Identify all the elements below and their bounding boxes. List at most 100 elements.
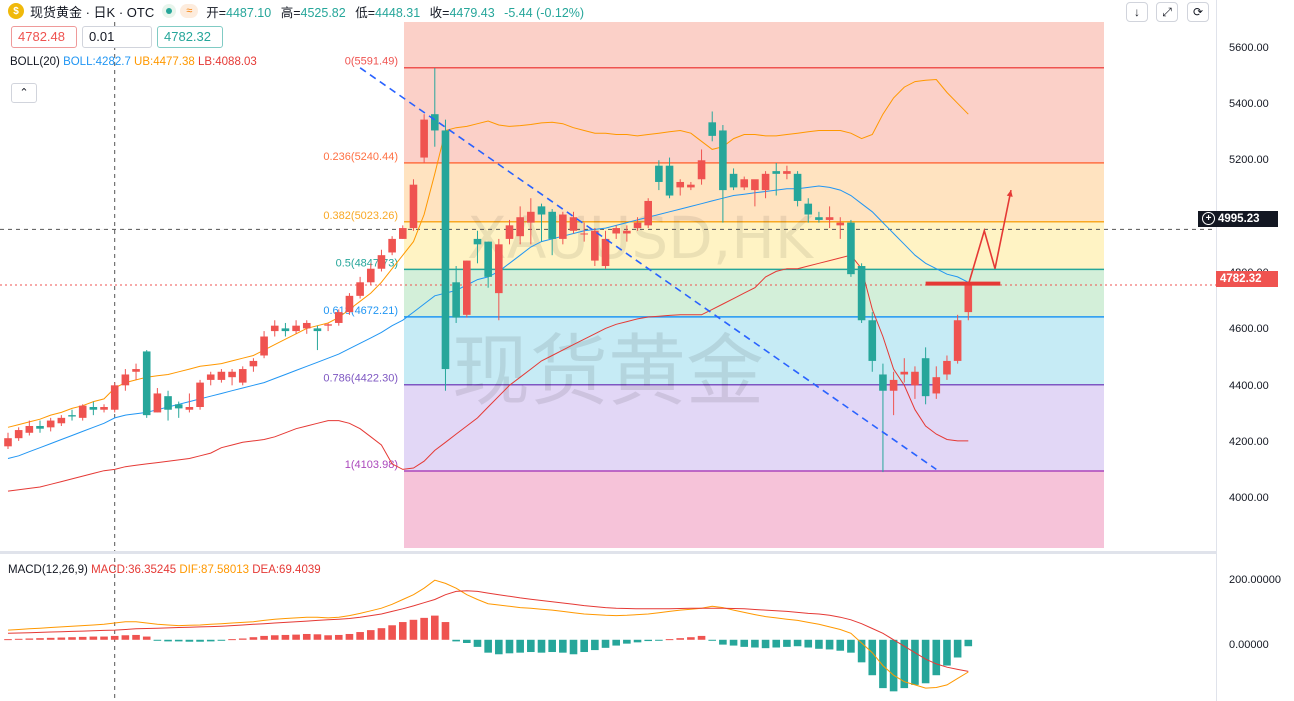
macd-histogram-bar <box>612 639 620 646</box>
macd-histogram-bar <box>633 639 642 643</box>
candle-body <box>4 438 12 447</box>
macd-histogram-bar <box>484 639 492 653</box>
close-value: 4479.43 <box>449 5 495 20</box>
candle-body <box>601 238 610 267</box>
macd-histogram-bar <box>270 635 279 640</box>
price-tick: 5600.00 <box>1229 42 1269 54</box>
open-label: 开= <box>206 5 227 20</box>
candle-body <box>761 173 770 191</box>
candle-body <box>292 325 300 332</box>
macd-histogram-bar <box>804 639 813 648</box>
sell-price-button[interactable]: 4782.48 <box>11 26 77 48</box>
macd-histogram-bar <box>932 639 941 676</box>
macd-histogram-bar <box>324 635 332 640</box>
macd-histogram-bar <box>569 639 578 655</box>
candle-body <box>484 241 492 277</box>
macd-histogram-bar <box>911 639 919 685</box>
candle-body <box>153 393 162 413</box>
candle-body <box>687 184 695 188</box>
macd-histogram-bar <box>142 636 151 640</box>
candle-body <box>548 211 556 239</box>
candle-body <box>836 222 845 226</box>
macd-histogram-bar <box>516 639 524 653</box>
candle-body <box>366 268 375 283</box>
macd-histogram-bar <box>238 638 247 640</box>
macd-histogram-bar <box>548 639 556 653</box>
price-chart[interactable]: 0(5591.49) 0.236(5240.44) 0.382(5023.26) 0.… <box>0 0 1216 701</box>
pane-separator[interactable] <box>0 551 1216 554</box>
macd-histogram-bar <box>665 639 674 641</box>
macd-histogram-bar <box>964 639 973 647</box>
boll-legend[interactable]: BOLL(20) BOLL:4282.7 UB:4477.38 LB:4088.… <box>10 56 257 68</box>
macd-histogram-bar <box>292 634 300 640</box>
price-tick: 4000.00 <box>1229 492 1269 504</box>
macd-histogram-bar <box>463 639 471 643</box>
macd-histogram-bar <box>228 639 236 641</box>
symbol-title[interactable]: 现货黄金 · 日K · OTC <box>30 4 155 20</box>
macd-histogram-bar <box>825 639 834 650</box>
macd-histogram-bar <box>591 639 599 651</box>
macd-label: MACD(12,26,9) <box>8 564 88 576</box>
macd-histogram-bar <box>879 639 887 689</box>
candle-body <box>569 217 578 231</box>
macd-histogram-bar <box>441 622 450 640</box>
candle-body <box>591 230 599 261</box>
macd-histogram-bar <box>89 636 98 640</box>
candle-body <box>121 374 130 386</box>
expand-icon[interactable]: ⤢ <box>1156 2 1178 22</box>
macd-histogram-bar <box>217 639 226 641</box>
macd-histogram-bar <box>740 639 749 647</box>
macd-legend[interactable]: MACD(12,26,9) MACD:36.35245 DIF:87.58013… <box>8 564 321 576</box>
macd-histogram-bar <box>921 639 930 684</box>
market-status-icon <box>162 4 177 18</box>
collapse-legend-button[interactable]: ⌃ <box>11 83 37 103</box>
macd-histogram-bar <box>46 637 55 640</box>
candle-body <box>793 173 802 201</box>
fib-level-label: 0.786(4422.30) <box>323 373 398 385</box>
download-arrow-icon[interactable]: ↓ <box>1126 2 1148 22</box>
crosshair-price-label[interactable]: + 4995.23 <box>1198 211 1278 227</box>
macd-histogram-bar <box>761 639 770 649</box>
macd-histogram-bar <box>345 633 354 640</box>
candle-body <box>559 214 567 239</box>
macd-histogram-bar <box>153 639 162 641</box>
candle-body <box>676 181 685 188</box>
candle-body <box>388 238 396 253</box>
macd-dif-line <box>7 579 969 689</box>
macd-histogram-bar <box>708 639 717 641</box>
macd-histogram-bar <box>601 639 610 648</box>
candle-body <box>398 228 407 239</box>
high-value: 4525.82 <box>300 5 346 20</box>
candle-body <box>612 228 620 234</box>
macd-histogram-bar <box>900 639 909 689</box>
buy-price-button[interactable]: 4782.32 <box>157 26 223 48</box>
candle-body <box>740 179 749 188</box>
boll-upper-line <box>7 78 969 428</box>
macd-histogram-bar <box>409 619 418 640</box>
macd-histogram-bar <box>687 637 695 640</box>
candle-body <box>580 233 588 235</box>
candle-body <box>228 371 236 378</box>
low-value: 4448.31 <box>375 5 421 20</box>
macd-histogram-bar <box>527 639 535 653</box>
candle-body <box>14 430 23 439</box>
fib-level-label: 0.236(5240.44) <box>323 151 398 163</box>
add-alert-icon[interactable]: + <box>1202 212 1215 225</box>
fib-level-label: 0.382(5023.26) <box>323 210 398 222</box>
forecast-arrow <box>967 189 1012 286</box>
macd-histogram-bar <box>847 639 855 653</box>
reset-icon[interactable]: ⟳ <box>1187 2 1209 22</box>
candle-body <box>847 222 855 275</box>
fib-level-label: 0(5591.49) <box>345 56 398 68</box>
spread-field[interactable]: 0.01 <box>82 26 152 48</box>
candle-body <box>217 371 226 380</box>
macd-histogram-bar <box>580 639 588 653</box>
forecast-arrow-head <box>1006 190 1013 197</box>
macd-value: MACD:36.35245 <box>91 564 177 576</box>
candle-body <box>815 217 823 220</box>
fib-zone <box>404 384 1104 472</box>
candle-body <box>68 415 76 417</box>
price-axis-border <box>1216 0 1217 701</box>
macd-histogram-bar <box>505 639 514 654</box>
price-tick: 4400.00 <box>1229 380 1269 392</box>
